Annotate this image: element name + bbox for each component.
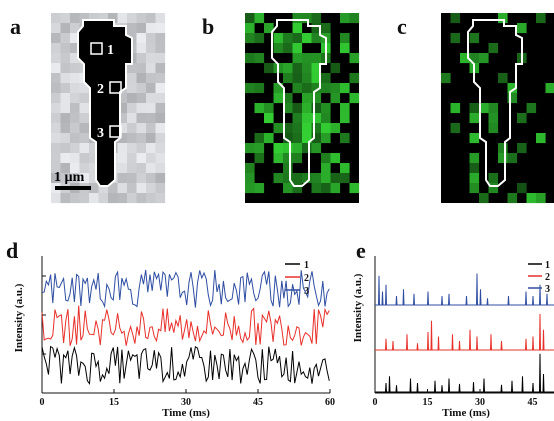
panel-letter-b: b (202, 14, 215, 39)
legend-label-d: 2 (304, 273, 309, 284)
roi-label-2: 2 (97, 82, 104, 97)
scale-bar-label: 1 µm (54, 170, 85, 185)
cell-outline-b (271, 19, 327, 187)
series-line-1 (375, 353, 554, 393)
legend-label-d: 3 (304, 286, 309, 297)
xtick-label-d: 45 (253, 397, 263, 408)
panel-letter-a: a (10, 14, 21, 39)
xtick-label-e: 45 (528, 397, 538, 408)
series-line-1 (41, 345, 330, 385)
roi-label-3: 3 (97, 126, 104, 141)
xtick-label-d: 60 (325, 397, 335, 408)
roi-box-2 (109, 81, 122, 94)
legend-label-e: 2 (545, 272, 550, 283)
series-line-3 (41, 269, 330, 309)
cell-outline-a (77, 19, 133, 187)
ylabel-e: Intensity (a.u.) (352, 273, 364, 342)
series-line-2 (375, 313, 554, 351)
micrograph-c (441, 13, 554, 204)
xtick-label-d: 15 (109, 397, 119, 408)
xtick-label-e: 30 (475, 397, 485, 408)
ylabel-d: Intensity (a.u.) (13, 283, 25, 352)
series-line-2 (41, 305, 330, 346)
roi-label-1: 1 (107, 43, 114, 58)
scale-bar (55, 186, 91, 190)
series-line-3 (375, 273, 554, 306)
panel-letter-e: e (356, 238, 366, 263)
xlabel-e: Time (ms) (442, 407, 490, 419)
legend-label-e: 3 (545, 284, 550, 295)
xtick-label-e: 0 (373, 397, 378, 408)
roi-box-3 (109, 125, 122, 138)
xtick-label-d: 30 (181, 397, 191, 408)
roi-box-1 (90, 42, 103, 55)
legend-label-d: 1 (304, 260, 309, 271)
xtick-label-d: 0 (40, 397, 45, 408)
panel-letter-c: c (397, 14, 407, 39)
chart-e: 0 15 30 45 123 Time (ms) Intensity (a.u.) (352, 256, 554, 419)
cell-outline-c (467, 19, 523, 187)
xlabel-d: Time (ms) (162, 407, 210, 419)
legend-label-e: 1 (545, 260, 550, 271)
micrograph-a: 1 2 3 1 µm (51, 13, 166, 204)
chart-d: 0 15 30 45 60 1 2 3 Time (ms) Intensity (a.u.) (13, 256, 335, 419)
micrograph-b (245, 13, 360, 203)
cell-region-a (78, 20, 132, 186)
panel-letter-d: d (6, 238, 19, 263)
xtick-label-e: 15 (423, 397, 433, 408)
